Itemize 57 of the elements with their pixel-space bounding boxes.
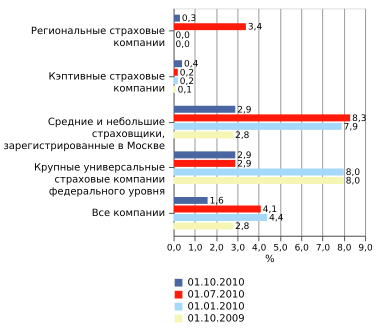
data-label: 0,2 xyxy=(180,76,194,87)
x-tick-label: 2,0 xyxy=(209,243,224,254)
bar xyxy=(174,168,344,176)
bar xyxy=(174,60,182,68)
data-label: 2,8 xyxy=(235,222,250,232)
legend-label: 01.01.2010 xyxy=(188,302,245,313)
y-tick-label: Региональные страховые компании xyxy=(30,26,166,49)
legend-label: 01.07.2010 xyxy=(188,290,245,301)
y-tick-label: Крупные универсальные страховые компании федерального уровня xyxy=(34,162,166,198)
data-label: 0,4 xyxy=(184,60,199,70)
bar xyxy=(174,160,236,167)
data-label: 2,9 xyxy=(237,105,252,116)
data-label: 0,2 xyxy=(180,68,194,78)
y-tick-label: Кэптивные страховые компании xyxy=(48,72,166,94)
x-tick-label: 3,0 xyxy=(230,243,246,254)
x-axis-title: % xyxy=(265,254,275,266)
x-tick-label: 9,0 xyxy=(358,243,373,254)
x-tick-label: 6,0 xyxy=(294,243,310,254)
bar xyxy=(174,77,178,84)
x-tick-label: 0,0 xyxy=(166,243,182,254)
bar xyxy=(174,196,208,204)
data-label: 2,8 xyxy=(235,130,250,141)
data-label: 2,9 xyxy=(237,159,252,170)
x-tick-label: 7,0 xyxy=(316,243,330,254)
data-label: 1,6 xyxy=(210,196,224,206)
bar xyxy=(174,122,342,130)
data-label: 4,1 xyxy=(262,204,278,215)
data-label: 3,4 xyxy=(248,22,262,33)
data-label: 0,0 xyxy=(176,31,190,42)
data-label: 7,9 xyxy=(344,122,358,132)
data-label: 2,9 xyxy=(237,150,252,161)
bar xyxy=(174,106,236,113)
legend-label: 01.10.2010 xyxy=(188,278,245,289)
data-label: 8,3 xyxy=(352,114,366,124)
bar xyxy=(174,222,234,230)
data-label: 8,0 xyxy=(346,168,360,178)
data-label: 0,3 xyxy=(182,14,196,24)
x-tick-label: 4,0 xyxy=(252,243,267,254)
bar xyxy=(174,14,180,22)
data-label: 0,1 xyxy=(178,85,192,96)
bar xyxy=(174,23,246,30)
data-label: 8,0 xyxy=(346,176,360,186)
bar xyxy=(174,151,236,158)
y-tick-label: Средние и небольшие страховщики, зарегистрированные в Москве xyxy=(4,117,166,152)
bar xyxy=(174,131,234,138)
x-tick-label: 5,0 xyxy=(273,243,288,254)
x-tick-label: 8,0 xyxy=(337,243,352,254)
bar xyxy=(174,114,350,122)
bar xyxy=(174,214,268,222)
y-tick-label: Все компании xyxy=(92,208,166,220)
bar xyxy=(174,68,178,76)
x-tick-label: 1,0 xyxy=(188,243,203,254)
legend-label: 01.10.2009 xyxy=(188,314,245,325)
bar xyxy=(174,177,344,184)
data-label: 4,4 xyxy=(269,214,284,224)
data-label: 0,0 xyxy=(176,40,190,50)
bar xyxy=(174,205,261,212)
